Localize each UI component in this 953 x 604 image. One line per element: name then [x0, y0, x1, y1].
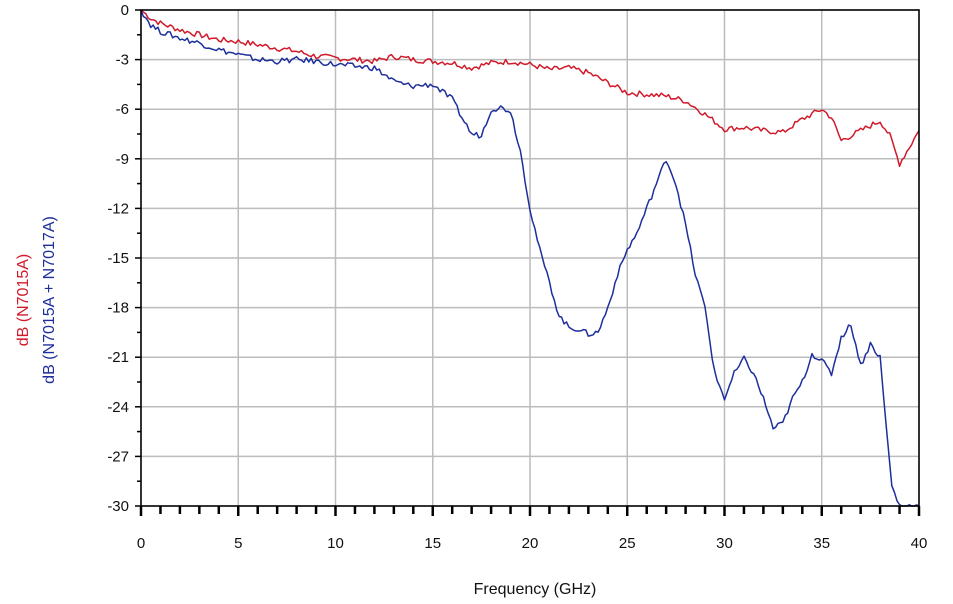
- x-axis-title: Frequency (GHz): [474, 581, 597, 598]
- y-tick-labels: 0 -3 -6 -9 -12 -15 -18 -21 -24 -27 -30: [107, 2, 129, 515]
- y-tick-label: -6: [116, 101, 129, 118]
- y-tick-label: -21: [107, 349, 129, 366]
- x-tick-label: 35: [813, 535, 830, 552]
- y-axis-title-red: dB (N7015A): [15, 254, 32, 347]
- y-tick-label: 0: [121, 2, 129, 19]
- y-tick-label: -18: [107, 300, 129, 317]
- x-tick-label: 10: [327, 535, 344, 552]
- x-tick-label: 30: [716, 535, 733, 552]
- y-tick-label: -9: [116, 151, 129, 168]
- series-line-red: [140, 9, 920, 168]
- x-tick-label: 5: [234, 535, 242, 552]
- y-tick-label: -24: [107, 399, 129, 416]
- plot-frame: [140, 9, 920, 507]
- y-tick-label: -3: [116, 52, 129, 69]
- y-tick-label: -12: [107, 200, 129, 217]
- series-layer: [140, 9, 920, 507]
- x-tick-label: 15: [424, 535, 441, 552]
- y-axis-title-blue: dB (N7015A + N7017A): [41, 216, 58, 384]
- y-tick-label: -27: [107, 448, 129, 465]
- x-tick-labels: 0 5 10 15 20 25 30 35 40: [137, 535, 928, 552]
- x-tick-marks: [139, 506, 921, 516]
- x-tick-label: 25: [619, 535, 636, 552]
- x-tick-label: 40: [911, 535, 928, 552]
- x-tick-label: 20: [522, 535, 539, 552]
- y-tick-label: -15: [107, 250, 129, 267]
- series-line-blue: [140, 9, 920, 507]
- x-tick-label: 0: [137, 535, 145, 552]
- y-tick-label: -30: [107, 498, 129, 515]
- y-tick-marks: [135, 9, 141, 507]
